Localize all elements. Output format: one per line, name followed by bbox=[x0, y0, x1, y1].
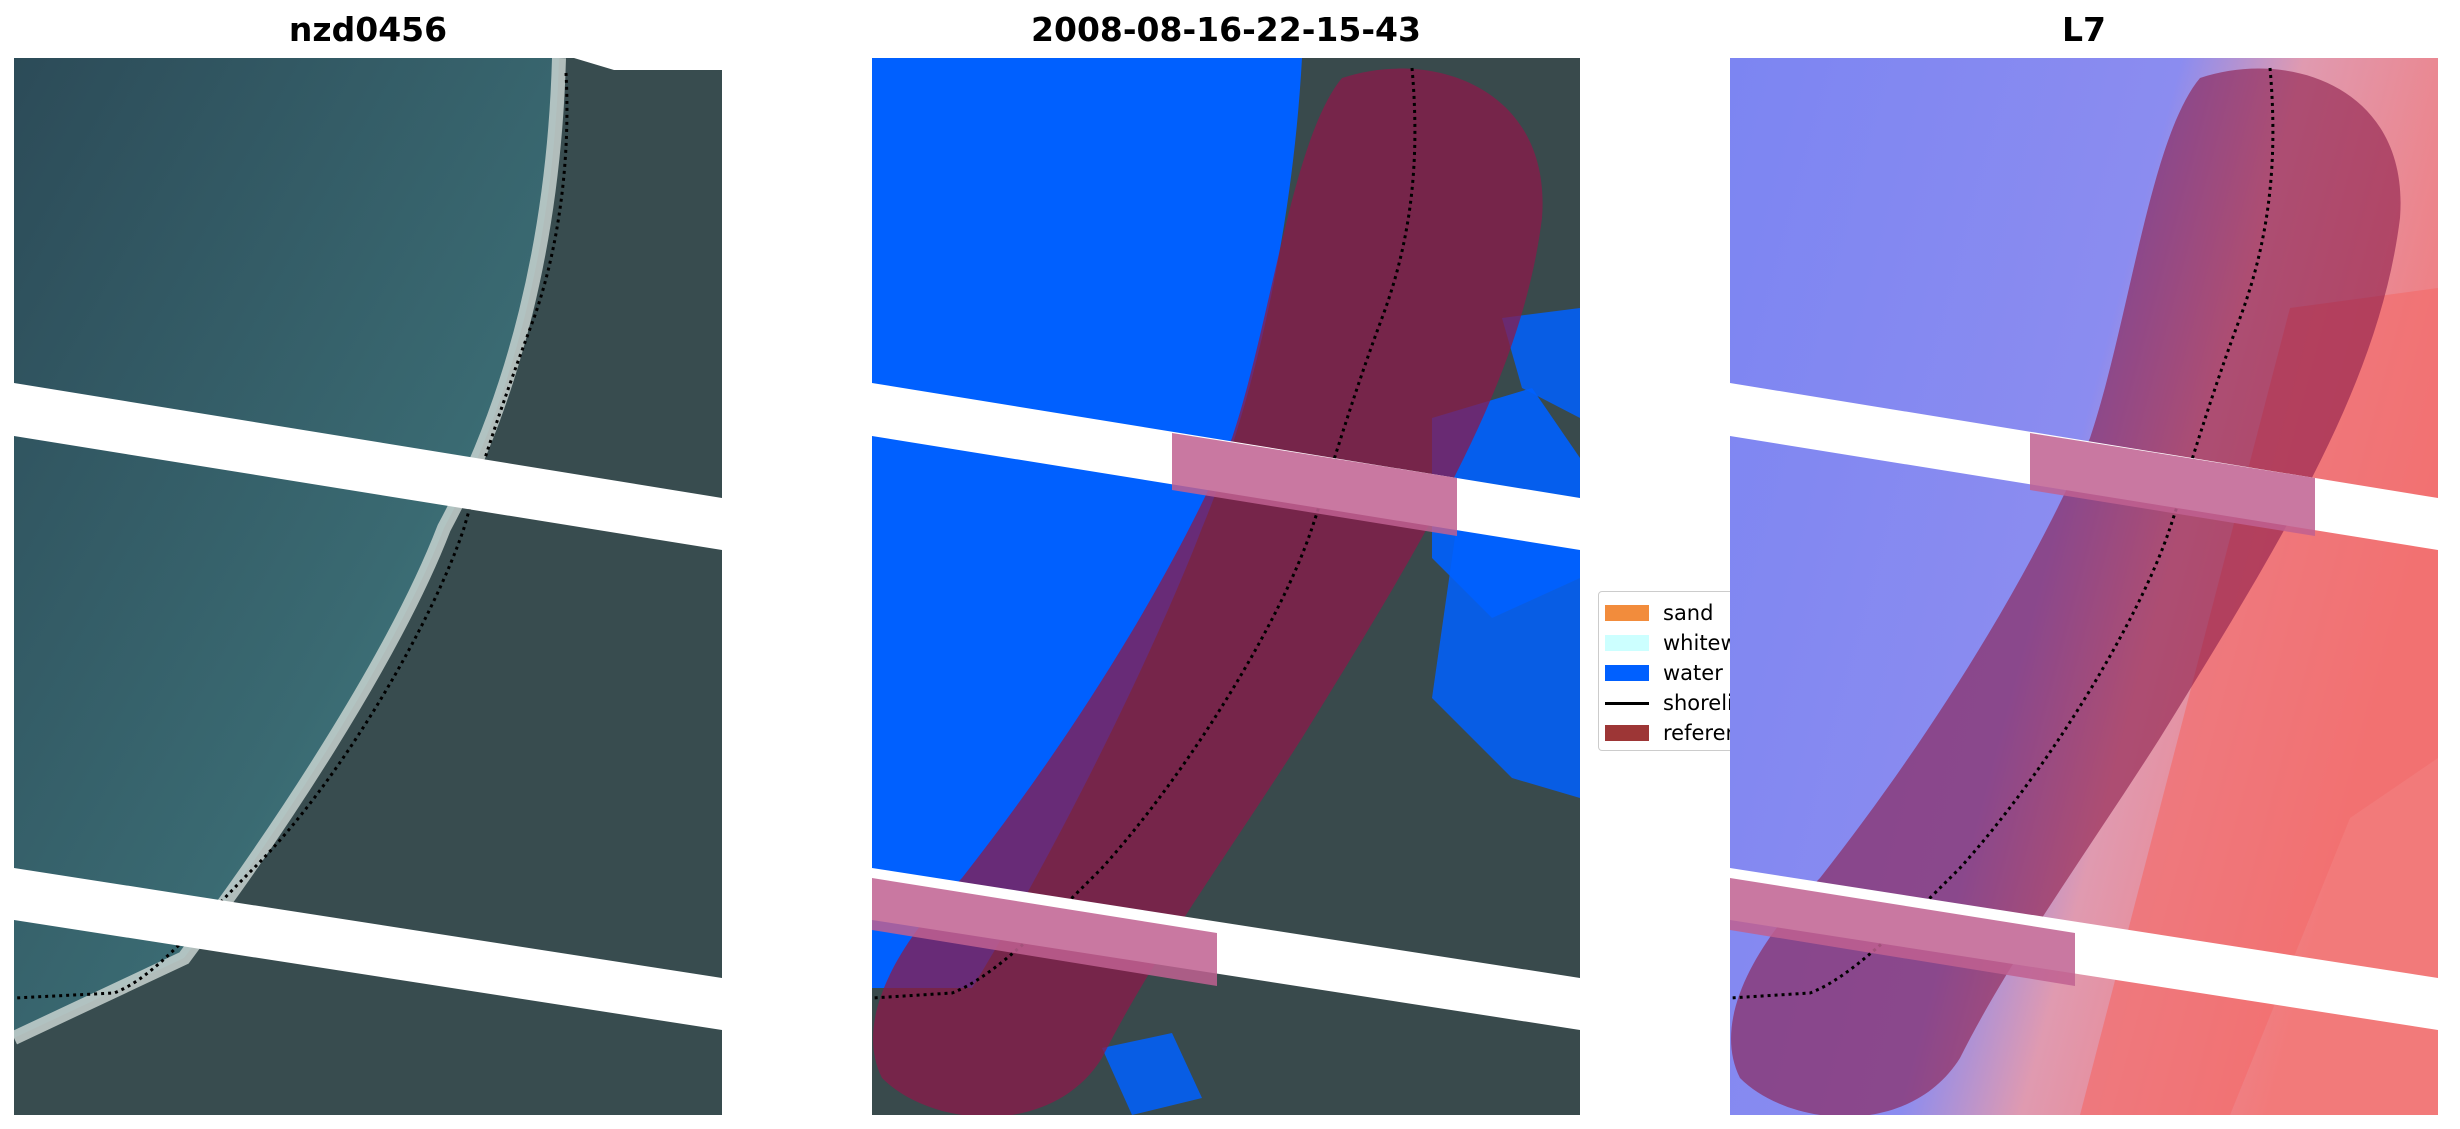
panel-title-index: L7 bbox=[2062, 10, 2106, 49]
rgb-image-panel bbox=[14, 58, 722, 1115]
legend-item-sand: sand bbox=[1605, 598, 1713, 628]
index-panel bbox=[1730, 58, 2438, 1115]
legend-label: shoreline bbox=[1663, 691, 1737, 715]
detected-shoreline bbox=[872, 67, 1417, 1000]
rgb-image bbox=[14, 58, 722, 1115]
buffer-nodata-overlap bbox=[2030, 433, 2315, 536]
surf-zone bbox=[14, 58, 566, 1045]
legend-item-shoreline: shoreline bbox=[1605, 688, 1737, 718]
panel-title-rgb: nzd0456 bbox=[288, 10, 448, 49]
legend-label: whitewater bbox=[1663, 631, 1738, 655]
water-class-patch bbox=[1432, 488, 1580, 798]
buffer-nodata-overlap bbox=[872, 878, 1217, 986]
legend-item-reference-buffer: reference shoreline buffer bbox=[1605, 718, 1737, 748]
buffer-nodata-overlap bbox=[1172, 433, 1457, 536]
panel-title-classification: 2008-08-16-22-15-43 bbox=[1031, 10, 1421, 49]
water-class-patch bbox=[1502, 308, 1580, 418]
sand-swatch bbox=[1605, 605, 1649, 621]
buffer-nodata-overlap bbox=[1730, 878, 2075, 986]
index-image bbox=[1730, 58, 2438, 1115]
water-class-patch bbox=[1102, 1033, 1202, 1115]
water-class bbox=[872, 58, 1302, 988]
legend-item-whitewater: whitewater bbox=[1605, 628, 1738, 658]
water-swatch bbox=[1605, 665, 1649, 681]
legend-item-water: water bbox=[1605, 658, 1723, 688]
reference-shoreline-buffer bbox=[873, 68, 1543, 1115]
reference-buffer-swatch bbox=[1605, 725, 1649, 741]
nodata-stripe bbox=[14, 383, 722, 550]
nodata-corner bbox=[574, 58, 722, 70]
classification-image bbox=[872, 58, 1580, 1115]
whitewater-swatch bbox=[1605, 635, 1649, 651]
reference-shoreline-buffer bbox=[1731, 68, 2401, 1115]
legend-label: reference shoreline buffer bbox=[1663, 721, 1737, 745]
shoreline-line-swatch bbox=[1605, 701, 1649, 705]
nodata-stripe bbox=[14, 868, 722, 1030]
classification-panel bbox=[872, 58, 1580, 1115]
legend: sand whitewater water shoreline referenc… bbox=[1598, 591, 1738, 751]
legend-label: water bbox=[1663, 661, 1723, 685]
sea-area bbox=[14, 58, 559, 1038]
legend-label: sand bbox=[1663, 601, 1714, 625]
detected-shoreline bbox=[1730, 67, 2275, 1000]
